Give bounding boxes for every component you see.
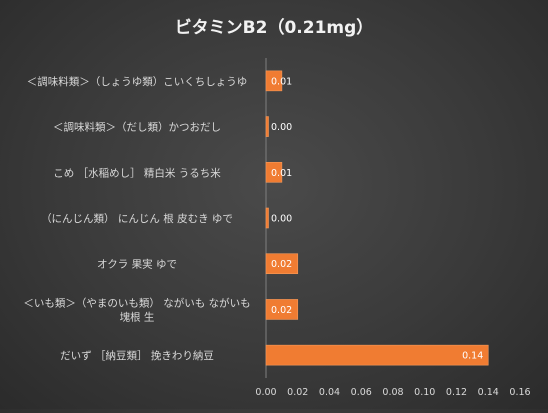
bars: 0.01 0.00 0.01 0.00 0.02 0.02 0.14: [265, 70, 489, 366]
category-label: ＜いも類＞（やまのいも類） ながいも ながいも塊根 生: [23, 296, 250, 323]
x-tick-label: 0.16: [509, 387, 530, 398]
category-label-line: ＜調味料類＞（だし類）かつおだし: [53, 121, 221, 134]
x-tick-label: 0.04: [319, 387, 340, 398]
category-label-line: こめ ［水稲めし］ 精白米 うるち米: [53, 166, 221, 179]
data-label: 0.01: [271, 76, 292, 87]
category-label: ＜調味料類＞（だし類）かつおだし: [53, 121, 221, 134]
data-label: 0.14: [462, 351, 483, 362]
chart-title: ビタミンB2（0.21mg）: [175, 17, 374, 38]
x-tick-label: 0.08: [382, 387, 403, 398]
category-label-line: オクラ 果実 ゆで: [97, 258, 177, 271]
data-label: 0.00: [271, 214, 292, 225]
data-label: 0.02: [271, 305, 292, 316]
category-label-line: ＜いも類＞（やまのいも類） ながいも ながいも: [23, 296, 250, 309]
x-tick-label: 0.12: [446, 387, 467, 398]
x-tick-label: 0.14: [478, 387, 499, 398]
category-label-line: だいず ［納豆類］ 挽きわり納豆: [60, 349, 214, 362]
bar: [265, 207, 269, 229]
x-tick-label: 0.02: [287, 387, 308, 398]
bar: [265, 253, 299, 275]
category-label: だいず ［納豆類］ 挽きわり納豆: [60, 349, 214, 362]
x-tick-label: 0.00: [255, 387, 276, 398]
x-tick-label: 0.10: [414, 387, 435, 398]
category-label-line: ＜調味料類＞（しょうゆ類）こいくちしょうゆ: [27, 75, 248, 88]
bar: [265, 161, 283, 183]
category-label: ＜調味料類＞（しょうゆ類）こいくちしょうゆ: [27, 75, 248, 88]
category-label: （にんじん類） にんじん 根 皮むき ゆで: [41, 212, 233, 225]
category-label-line: （にんじん類） にんじん 根 皮むき ゆで: [41, 212, 233, 225]
category-label: オクラ 果実 ゆで: [97, 258, 177, 271]
x-tick-label: 0.06: [351, 387, 372, 398]
bar: [265, 116, 269, 137]
data-label: 0.02: [271, 259, 292, 270]
bar: [265, 344, 489, 366]
data-label: 0.01: [271, 168, 292, 179]
data-label: 0.00: [271, 122, 292, 133]
category-label-line: 塊根 生: [120, 310, 155, 323]
category-labels: ＜調味料類＞（しょうゆ類）こいくちしょうゆ ＜調味料類＞（だし類）かつおだしこめ …: [23, 75, 250, 362]
bar: [265, 299, 299, 320]
category-label: こめ ［水稲めし］ 精白米 うるち米: [53, 166, 221, 179]
bar: [265, 70, 283, 92]
